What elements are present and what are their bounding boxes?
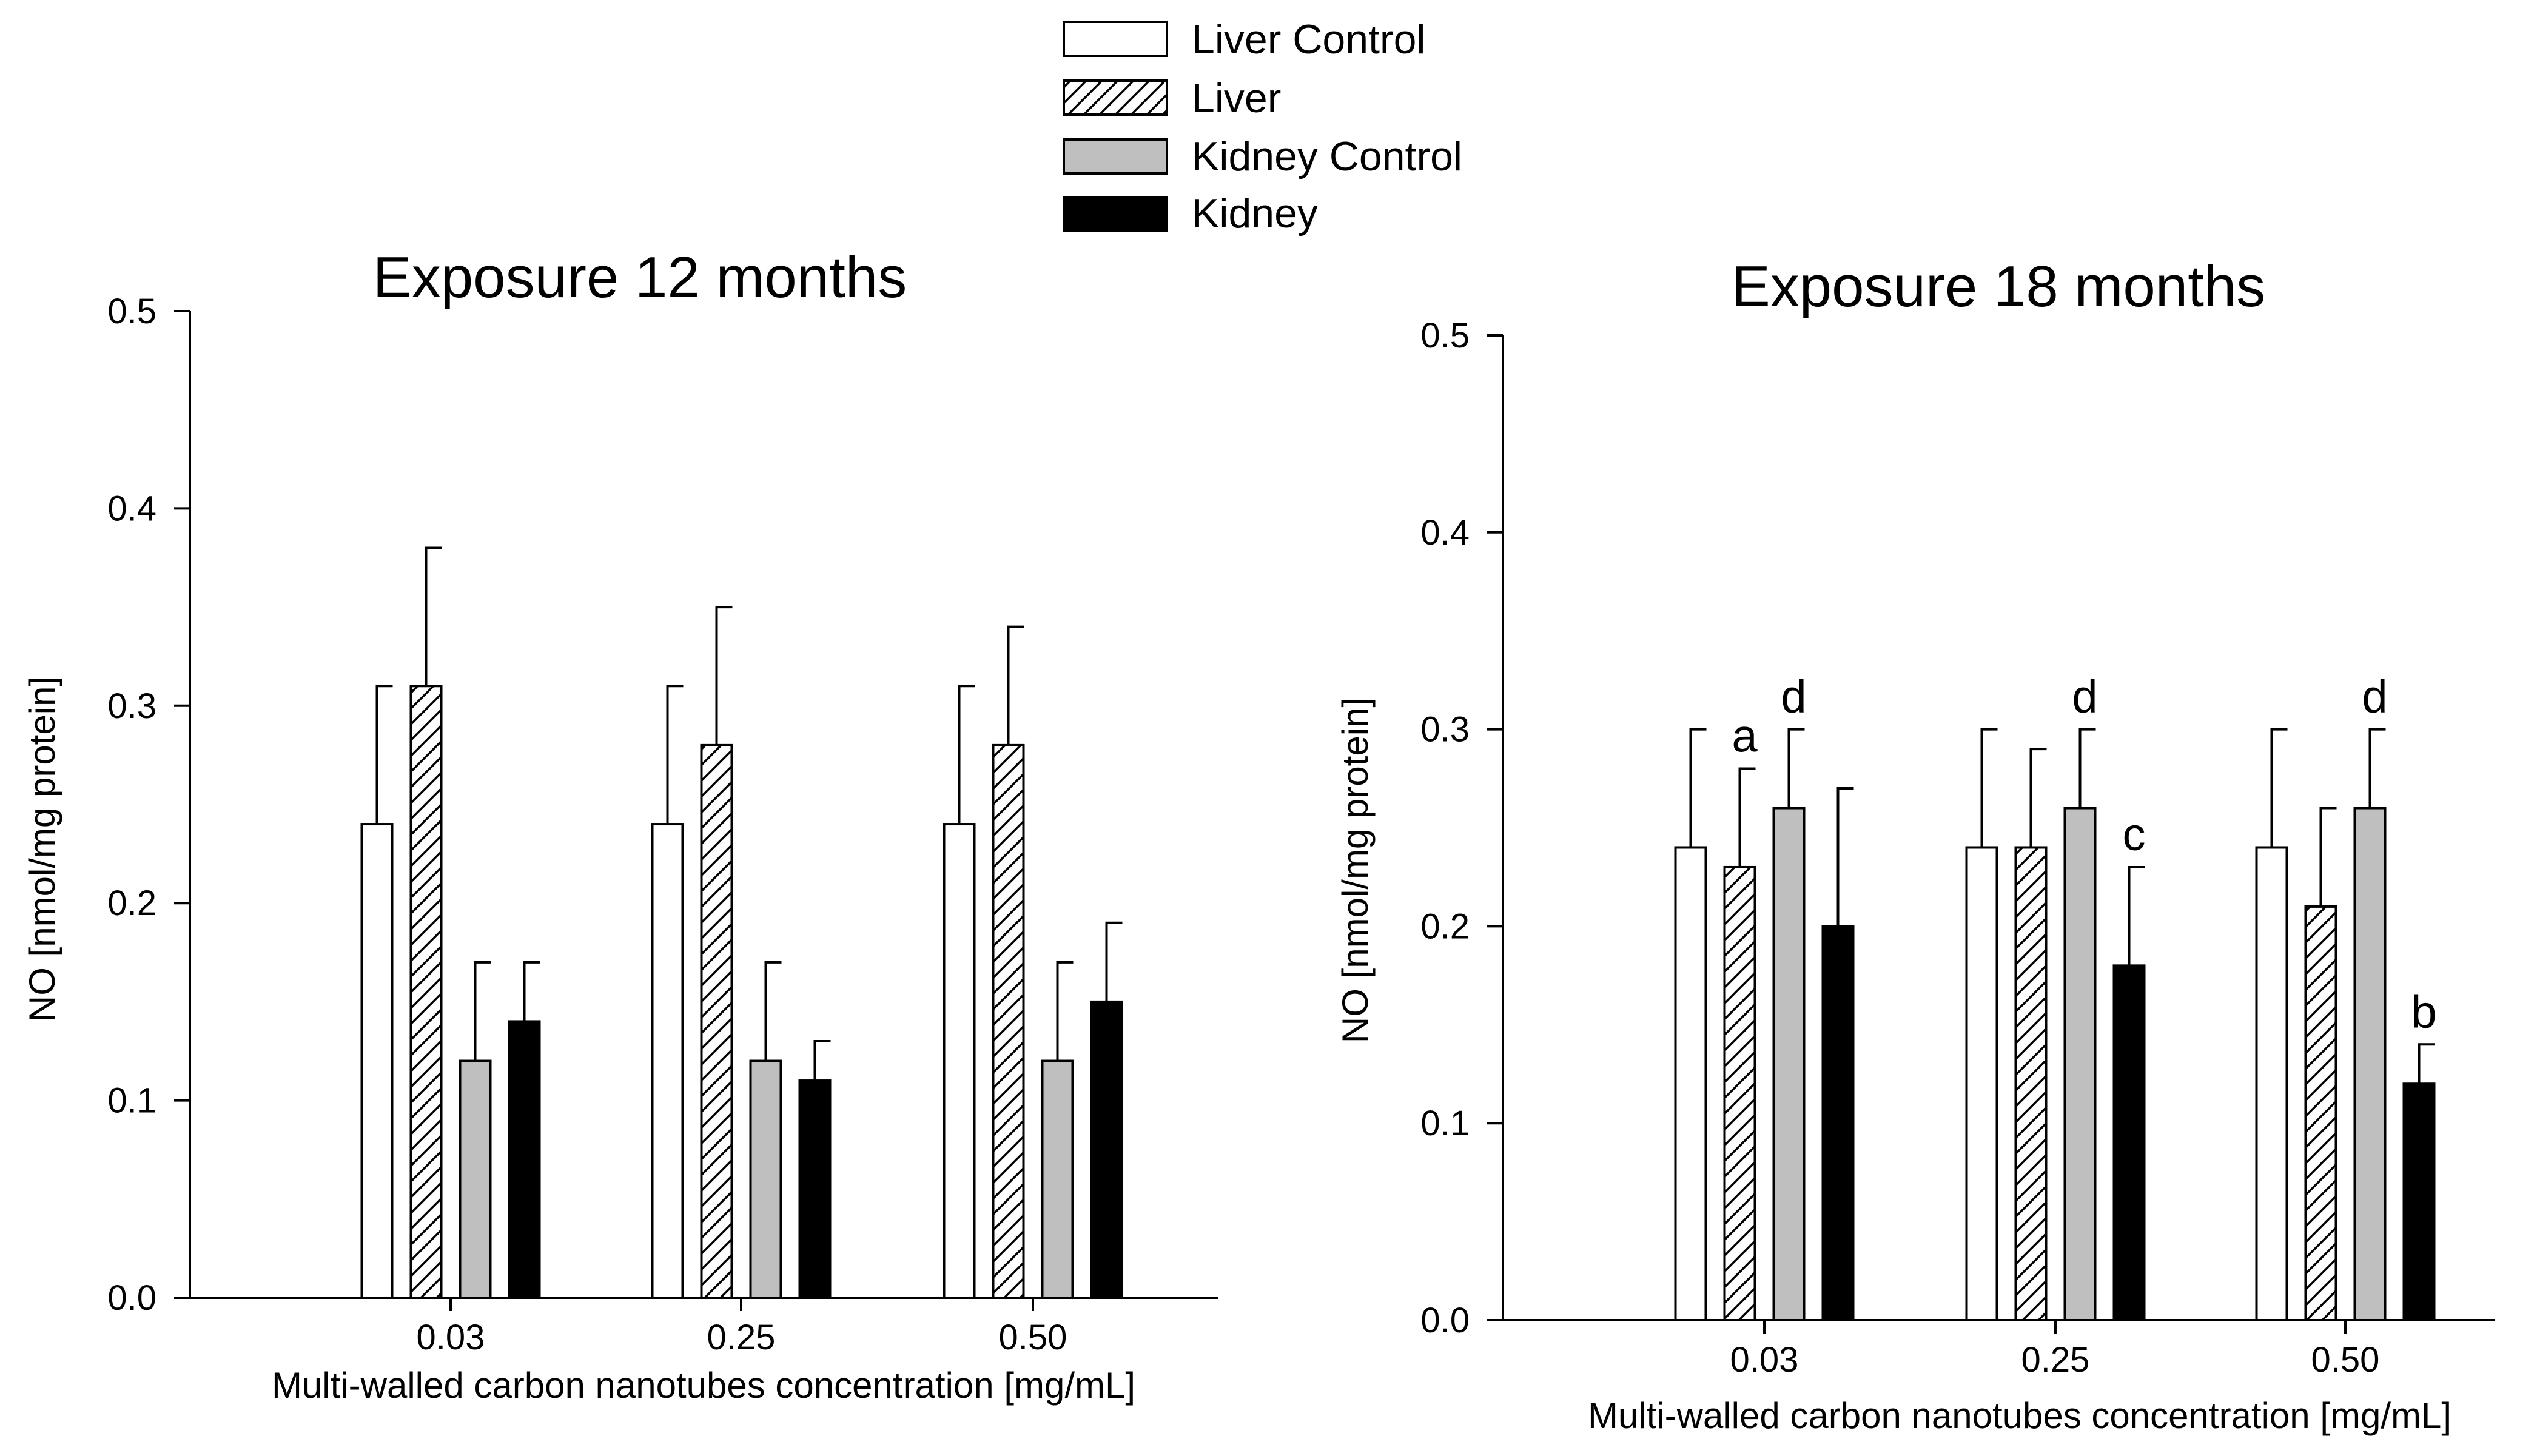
bar-liver: [2014, 846, 2048, 1321]
significance-label: a: [1732, 711, 1758, 762]
y-tick-label: 0.3: [107, 686, 156, 726]
legend-swatch-kidney: [1063, 196, 1168, 232]
y-tick-label: 0.0: [107, 1278, 156, 1318]
legend-swatch-liver: [1063, 79, 1168, 116]
legend-item-kidney: Kidney: [1063, 190, 1318, 237]
bar-liver-control: [651, 823, 684, 1300]
legend-label-liver-control: Liver Control: [1192, 16, 1426, 62]
significance-label: c: [2123, 809, 2146, 861]
chart-12-title: Exposure 12 months: [373, 245, 907, 310]
y-tick-label: 0.5: [1420, 316, 1470, 355]
chart-12-plot: 0.0 0.1 0.2 0.3 0.4 0.5 0.03 0.25 0.50: [107, 292, 1218, 1357]
bar-kidney-control: [1772, 807, 1806, 1321]
y-tick-label: 0.4: [1420, 513, 1470, 552]
chart-12-ylabel: NO [nmol/mg protein]: [22, 676, 62, 1022]
x-tick-label: 0.03: [1730, 1340, 1799, 1380]
bar-liver-control: [1965, 846, 1998, 1321]
bar-kidney-control: [749, 1059, 782, 1300]
x-tick-label: 0.25: [707, 1318, 776, 1357]
y-tick-label: 0.1: [107, 1081, 156, 1121]
x-tick-label: 0.03: [417, 1318, 485, 1357]
bar-liver-control: [360, 823, 394, 1300]
legend-label-kidney-control: Kidney Control: [1192, 133, 1462, 179]
bar-liver: [992, 743, 1025, 1299]
bar-liver: [409, 685, 443, 1299]
x-tick-label: 0.50: [2311, 1340, 2380, 1380]
significance-label: d: [1781, 671, 1806, 723]
bar-liver: [2304, 905, 2337, 1322]
legend-item-kidney-control: Kidney Control: [1063, 133, 1462, 179]
y-tick-label: 0.5: [107, 292, 156, 331]
bar-kidney: [2112, 964, 2146, 1321]
bar-kidney-control: [2353, 807, 2387, 1321]
chart-18-xlabel: Multi-walled carbon nanotubes concentrat…: [1588, 1395, 2451, 1436]
significance-label: d: [2362, 671, 2387, 723]
chart-12-xlabel: Multi-walled carbon nanotubes concentrat…: [272, 1365, 1135, 1406]
chart-12-months: Exposure 12 months NO [nmol/mg protein] …: [22, 245, 1218, 1406]
legend-label-kidney: Kidney: [1192, 190, 1318, 237]
bar-liver: [700, 743, 733, 1299]
bar-kidney: [1090, 1000, 1123, 1300]
significance-label: b: [2411, 986, 2436, 1038]
bar-kidney: [2402, 1082, 2436, 1321]
bar-liver-control: [2255, 846, 2288, 1321]
legend-item-liver-control: Liver Control: [1063, 16, 1426, 62]
y-tick-label: 0.1: [1420, 1104, 1470, 1143]
bar-kidney-control: [2063, 807, 2097, 1321]
y-tick-label: 0.2: [1420, 907, 1470, 946]
y-tick-label: 0.4: [107, 489, 156, 528]
chart-18-ylabel: NO [nmol/mg protein]: [1335, 697, 1376, 1043]
x-tick-label: 0.25: [2021, 1340, 2090, 1380]
chart-18-title: Exposure 18 months: [1732, 254, 2266, 319]
y-tick-label: 0.2: [107, 884, 156, 923]
bar-kidney: [1821, 925, 1855, 1321]
y-tick-label: 0.0: [1420, 1301, 1470, 1340]
x-tick-label: 0.50: [999, 1318, 1067, 1357]
bar-kidney: [508, 1020, 541, 1299]
bar-liver: [1723, 865, 1756, 1321]
bar-kidney-control: [1041, 1059, 1074, 1300]
bar-kidney: [798, 1079, 832, 1300]
legend-label-liver: Liver: [1192, 75, 1281, 121]
y-tick-label: 0.3: [1420, 710, 1470, 750]
legend-swatch-liver-control: [1063, 21, 1168, 57]
bar-liver-control: [1674, 846, 1707, 1321]
significance-label: d: [2072, 671, 2097, 723]
legend-item-liver: Liver: [1063, 75, 1281, 121]
chart-18-months: Exposure 18 months NO [nmol/mg protein] …: [1335, 254, 2495, 1436]
legend: Liver Control Liver Kidney Control Kidne…: [1063, 16, 1462, 237]
legend-swatch-kidney-control: [1063, 138, 1168, 175]
bar-kidney-control: [459, 1059, 492, 1300]
bar-liver-control: [943, 823, 976, 1300]
